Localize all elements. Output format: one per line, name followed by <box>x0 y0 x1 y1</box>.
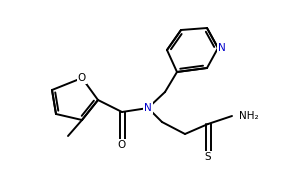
Text: S: S <box>205 152 211 162</box>
Text: N: N <box>218 43 226 53</box>
Text: NH₂: NH₂ <box>239 111 259 121</box>
Text: O: O <box>118 140 126 150</box>
Text: N: N <box>144 103 152 113</box>
Text: O: O <box>78 73 86 83</box>
